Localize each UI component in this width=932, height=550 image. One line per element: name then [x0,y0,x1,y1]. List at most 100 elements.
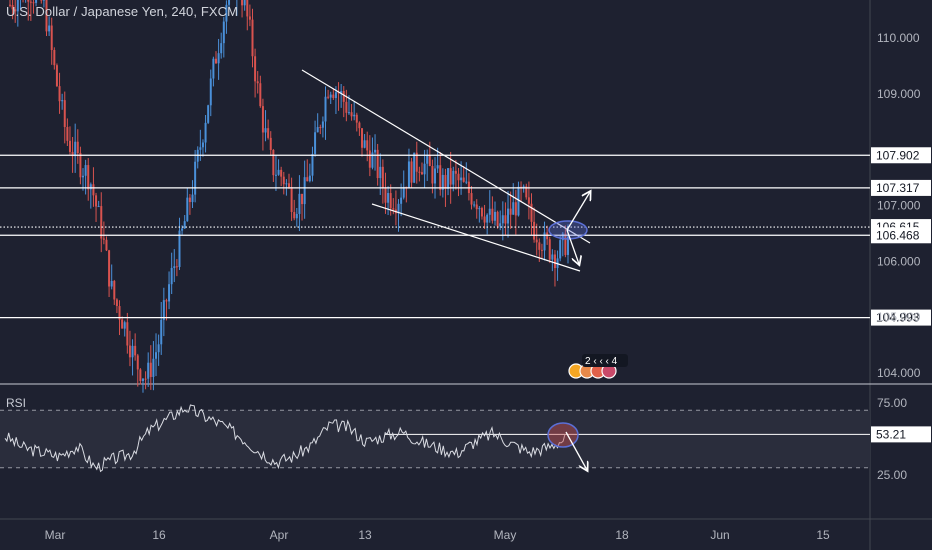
candle-body [126,322,129,346]
candle-body [254,56,257,82]
candle-body [486,214,489,223]
candle-body [392,208,395,210]
candle-body [368,150,371,168]
candle-body [66,126,69,141]
candle-body [16,0,19,12]
candle-body [428,155,431,166]
candle-body [533,221,536,240]
candle-body [559,240,562,259]
candle-body [493,211,496,221]
candle-body [173,266,176,268]
candle-body [308,175,311,182]
rsi-highlight-ellipse[interactable] [547,422,579,448]
candle-body [548,239,551,260]
price-level-badge [871,227,931,244]
rsi-line [4,404,587,471]
candle-body [183,221,186,229]
candle-body [256,81,259,84]
candle-body [61,100,64,102]
candle-body [162,300,165,320]
candle-body [564,233,567,255]
candle-body [136,355,139,370]
candle-body [332,94,335,99]
candle-body [311,153,314,176]
event-count-badge [582,354,628,367]
candle-body [475,204,478,210]
price-level-badge [871,179,931,196]
candle-body [199,147,202,150]
price-level-badge [871,147,931,164]
candle-body [29,1,32,3]
candle-body [347,112,350,114]
candle-body [217,53,220,64]
candle-body [50,25,53,50]
candle-body [517,186,520,216]
candle-body [186,197,189,222]
candle-body [553,254,556,269]
highlight-ellipse[interactable] [548,220,588,240]
drawings[interactable] [301,69,591,272]
time-axis: Mar 16 Apr 13 May 18 Jun 15 [45,528,830,542]
rsi-down-arrow[interactable] [565,431,587,470]
lower-trendline[interactable] [371,203,581,272]
candle-body [97,206,100,208]
candle-body [491,208,494,221]
candle-body [220,43,223,54]
candle-body [155,352,158,359]
rsi-levels: 53.21 [0,409,931,469]
candle-body [191,194,194,203]
candle-body [168,284,171,302]
candle-body [384,188,387,203]
price-tick-label: 104.000 [877,366,921,380]
candle-body [329,94,332,98]
candle-body [418,171,421,173]
candle-body [84,165,87,176]
candle-body [212,58,215,79]
candle-body [434,168,437,184]
time-tick-label: Apr [270,528,289,542]
candle-body [540,249,543,251]
candle-body [543,232,546,251]
candle-body [447,168,450,189]
candle-body [209,78,212,106]
candle-body [525,186,528,198]
candle-body [207,105,210,123]
candle-body [277,169,280,175]
time-tick-label: 13 [358,528,372,542]
price-tick-label: 110.000 [877,31,920,45]
upper-trendline[interactable] [301,69,591,244]
rsi-level-label: 53.21 [876,427,906,441]
candle-body [389,193,392,209]
candle-body [139,369,142,381]
candle-body [441,174,444,190]
event-markers[interactable]: 2 ‹ ‹ ‹ 4 [568,354,628,379]
candle-body [314,132,317,154]
candle-body [267,128,270,138]
time-tick-label: May [494,528,517,542]
down-arrow[interactable] [566,229,579,264]
candle-body [27,0,30,2]
candle-body [426,155,429,164]
candle-body [483,216,486,223]
candle-body [454,170,457,174]
candle-body [42,0,45,1]
candle-body [431,165,434,184]
candle-body [561,233,564,241]
candle-body [298,193,301,214]
candle-body [113,280,116,300]
candle-body [321,121,324,128]
candle-body [48,25,51,32]
candle-body [551,254,554,260]
candle-body [82,175,85,178]
candle-body [324,96,327,122]
candle-body [473,204,476,206]
candle-body [152,358,155,377]
up-arrow[interactable] [566,192,590,231]
candle-body [316,127,319,133]
candle-body [14,9,17,12]
candle-body [355,114,358,123]
candle-body [259,83,262,107]
event-count-label: 2 ‹ ‹ ‹ 4 [585,356,618,367]
